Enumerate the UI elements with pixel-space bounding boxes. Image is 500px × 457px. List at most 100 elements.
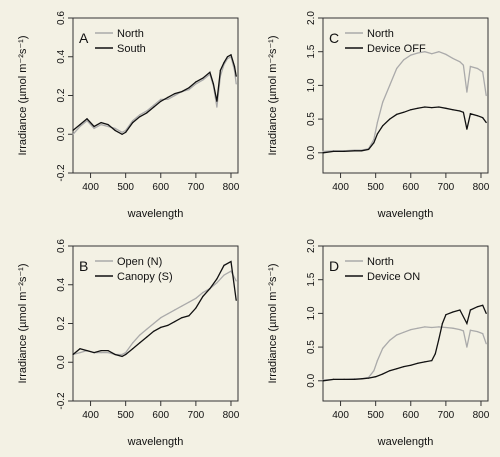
x-tick-label: 500	[367, 182, 384, 193]
x-tick-label: 400	[82, 410, 99, 421]
y-axis-label: Irradiance (µmol m⁻²s⁻¹)	[267, 35, 279, 155]
data-point	[219, 69, 221, 71]
data-point	[107, 124, 109, 126]
x-tick-label: 400	[332, 410, 349, 421]
data-point	[121, 353, 123, 356]
data-point	[396, 113, 398, 115]
y-tick-label: 0.0	[306, 145, 317, 159]
data-point	[125, 129, 127, 131]
data-point	[441, 322, 443, 325]
data-point	[132, 120, 134, 122]
series-line-1	[322, 326, 487, 381]
x-tick-label: 800	[473, 182, 490, 193]
data-point	[223, 62, 225, 64]
data-point	[160, 317, 162, 319]
data-point	[139, 114, 141, 116]
data-point	[396, 334, 398, 336]
data-point	[195, 297, 197, 299]
data-point	[233, 65, 236, 67]
data-point	[438, 326, 440, 328]
data-point	[79, 348, 81, 350]
chart-panel-c: 0.0 0.5 1.0 1.5 2.0 400 500 600 700 800 wavelength…	[250, 0, 500, 228]
data-point	[202, 77, 204, 79]
data-point	[107, 352, 109, 354]
data-point	[79, 352, 81, 354]
data-point	[322, 152, 324, 154]
y-tick-label: 0.4	[56, 49, 67, 63]
data-point	[469, 309, 471, 311]
data-point	[121, 133, 123, 135]
data-point	[476, 331, 479, 333]
data-point	[469, 113, 471, 115]
data-point	[114, 129, 116, 131]
data-point	[361, 150, 363, 152]
data-point	[223, 264, 225, 266]
plot-frame	[322, 17, 489, 174]
x-tick-label: 700	[188, 410, 205, 421]
data-point	[72, 353, 74, 356]
data-point	[485, 312, 487, 314]
data-point	[209, 71, 211, 73]
data-point	[375, 376, 377, 378]
x-tick-label: 500	[367, 410, 384, 421]
data-point	[174, 93, 176, 95]
y-tick-label: 0.5	[306, 340, 317, 354]
data-point	[476, 115, 479, 117]
data-point	[235, 83, 237, 85]
data-point	[86, 350, 88, 352]
data-point	[417, 52, 419, 54]
series-line-2	[72, 53, 237, 136]
data-point	[114, 353, 116, 356]
data-point	[343, 150, 345, 152]
data-point	[389, 118, 391, 120]
data-point	[445, 107, 447, 109]
legend-label-1: North	[117, 28, 144, 40]
data-point	[343, 378, 345, 380]
y-tick-label: 0.0	[56, 355, 67, 369]
y-tick-label: 0.6	[56, 11, 67, 25]
data-point	[230, 54, 232, 56]
data-point	[452, 327, 454, 329]
data-point	[403, 366, 405, 368]
y-axis-label: Irradiance (µmol m⁻²s⁻¹)	[17, 263, 29, 383]
series-line-2	[322, 106, 487, 154]
x-tick-label: 500	[117, 182, 134, 193]
data-point	[139, 342, 141, 344]
data-point	[322, 150, 324, 152]
data-point	[167, 324, 169, 326]
data-point	[195, 307, 197, 309]
chart-panel-a: -0.2 0.0 0.2 0.4 0.6 400 500 600 700 800 wavelengt…	[0, 0, 250, 228]
x-axis-label: wavelength	[377, 436, 434, 448]
y-tick-label: 1.0	[306, 78, 317, 92]
data-point	[485, 121, 487, 124]
data-point	[202, 79, 204, 81]
data-point	[146, 110, 148, 112]
data-point	[452, 109, 454, 111]
data-point	[107, 350, 109, 352]
data-point	[368, 148, 370, 150]
data-point	[476, 67, 479, 70]
data-point	[469, 65, 471, 68]
data-point	[146, 328, 148, 330]
data-point	[382, 101, 384, 103]
data-point	[438, 51, 440, 53]
y-tick-label: 0.0	[306, 373, 317, 387]
data-point	[79, 125, 81, 128]
data-point	[434, 353, 436, 355]
data-point	[445, 326, 447, 329]
data-point	[160, 100, 162, 102]
data-point	[167, 96, 169, 98]
data-point	[181, 317, 183, 319]
data-point	[466, 128, 468, 130]
data-point	[195, 83, 197, 85]
series-line-2	[322, 304, 487, 382]
data-point	[226, 56, 229, 58]
data-point	[354, 378, 356, 380]
data-point	[188, 87, 190, 89]
data-point	[462, 111, 464, 113]
legend-label-2: South	[117, 43, 146, 55]
data-point	[417, 107, 419, 109]
x-tick-label: 600	[402, 410, 419, 421]
data-point	[167, 313, 169, 315]
data-point	[403, 111, 405, 113]
